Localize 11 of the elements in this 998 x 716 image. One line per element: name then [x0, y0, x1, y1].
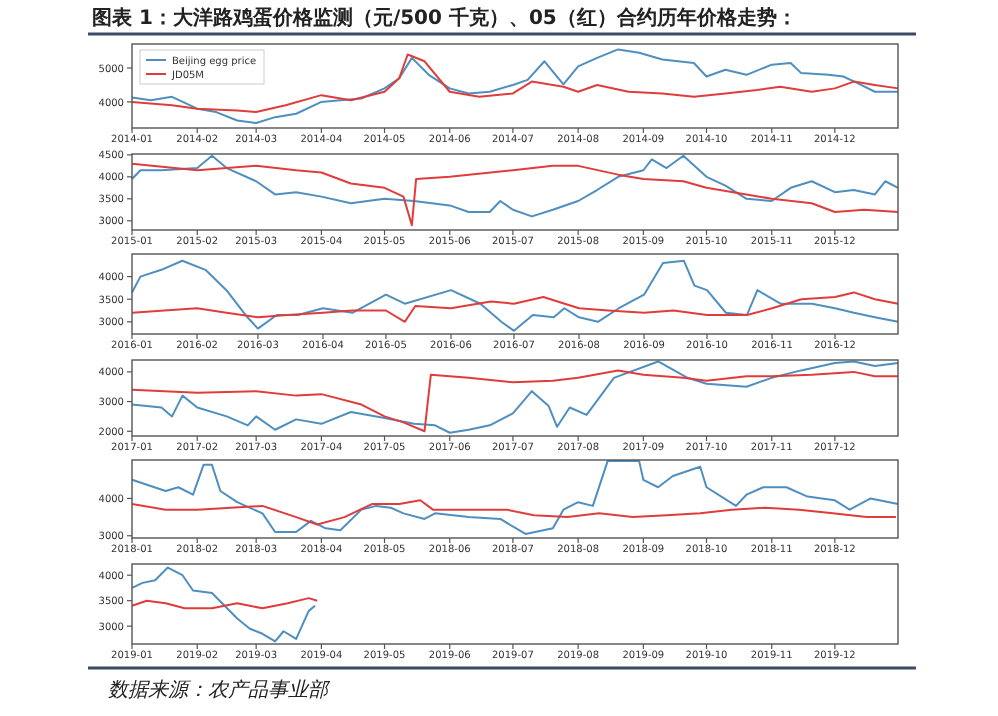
line-series: [131, 499, 897, 526]
line-series: [131, 566, 317, 643]
line-series: [131, 154, 899, 218]
line-series: [131, 48, 899, 124]
line-series: [131, 53, 899, 114]
source-note: 数据来源：农产品事业部: [108, 678, 332, 702]
line-series: [131, 259, 899, 332]
line-series: [131, 460, 899, 535]
chart-title: 图表 1：大洋路鸡蛋价格监测（元/500 千克）、05（红）合约历年价格走势：: [92, 6, 797, 30]
line-series: [131, 162, 899, 227]
line-series: [131, 291, 899, 323]
